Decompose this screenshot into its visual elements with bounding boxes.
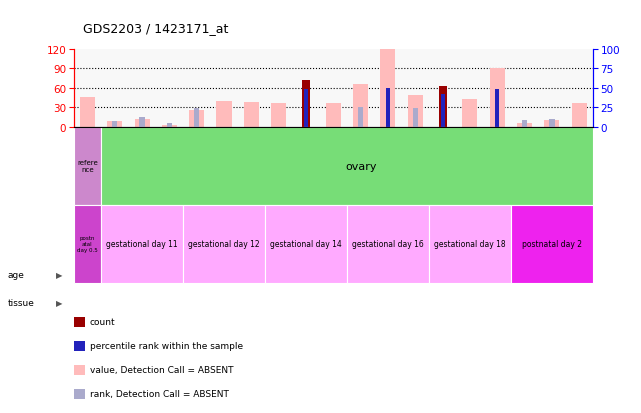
- Bar: [517, 123, 532, 127]
- Bar: [302, 81, 310, 127]
- Text: rank, Detection Call = ABSENT: rank, Detection Call = ABSENT: [90, 389, 229, 399]
- Bar: [353, 85, 368, 127]
- Bar: [429, 205, 511, 283]
- Bar: [413, 109, 418, 127]
- Text: ovary: ovary: [345, 161, 376, 171]
- Text: gestational day 12: gestational day 12: [188, 240, 260, 249]
- Bar: [139, 118, 145, 127]
- Text: age: age: [8, 270, 24, 279]
- Bar: [438, 86, 447, 127]
- Bar: [572, 104, 587, 127]
- Bar: [381, 50, 395, 127]
- Text: postn
atal
day 0.5: postn atal day 0.5: [77, 236, 98, 252]
- Bar: [101, 205, 183, 283]
- Text: count: count: [90, 318, 115, 327]
- Bar: [244, 103, 259, 127]
- Bar: [217, 102, 231, 127]
- Bar: [441, 95, 445, 127]
- Bar: [358, 108, 363, 127]
- Bar: [183, 205, 265, 283]
- Text: refere
nce: refere nce: [77, 160, 98, 173]
- Text: GDS2203 / 1423171_at: GDS2203 / 1423171_at: [83, 22, 229, 35]
- Bar: [304, 90, 308, 127]
- Text: gestational day 14: gestational day 14: [270, 240, 342, 249]
- Text: percentile rank within the sample: percentile rank within the sample: [90, 342, 243, 351]
- Bar: [326, 104, 341, 127]
- Bar: [80, 98, 95, 127]
- Text: ▶: ▶: [56, 298, 63, 307]
- Bar: [74, 205, 101, 283]
- Bar: [162, 126, 177, 127]
- Bar: [167, 124, 172, 127]
- Bar: [189, 111, 204, 127]
- Bar: [522, 121, 528, 127]
- Text: tissue: tissue: [8, 298, 35, 307]
- Bar: [135, 120, 149, 127]
- Bar: [265, 205, 347, 283]
- Bar: [112, 122, 117, 127]
- Text: gestational day 11: gestational day 11: [106, 240, 178, 249]
- Bar: [74, 127, 101, 205]
- Text: gestational day 18: gestational day 18: [434, 240, 506, 249]
- Bar: [549, 120, 554, 127]
- Bar: [107, 122, 122, 127]
- Text: postnatal day 2: postnatal day 2: [522, 240, 582, 249]
- Text: ▶: ▶: [56, 270, 63, 279]
- Bar: [511, 205, 593, 283]
- Text: value, Detection Call = ABSENT: value, Detection Call = ABSENT: [90, 366, 233, 375]
- Bar: [271, 104, 286, 127]
- Bar: [347, 205, 429, 283]
- Text: gestational day 16: gestational day 16: [352, 240, 424, 249]
- Bar: [462, 100, 478, 127]
- Bar: [194, 109, 199, 127]
- Bar: [408, 95, 423, 127]
- Bar: [495, 90, 499, 127]
- Bar: [386, 88, 390, 127]
- Bar: [544, 121, 560, 127]
- Bar: [490, 69, 505, 127]
